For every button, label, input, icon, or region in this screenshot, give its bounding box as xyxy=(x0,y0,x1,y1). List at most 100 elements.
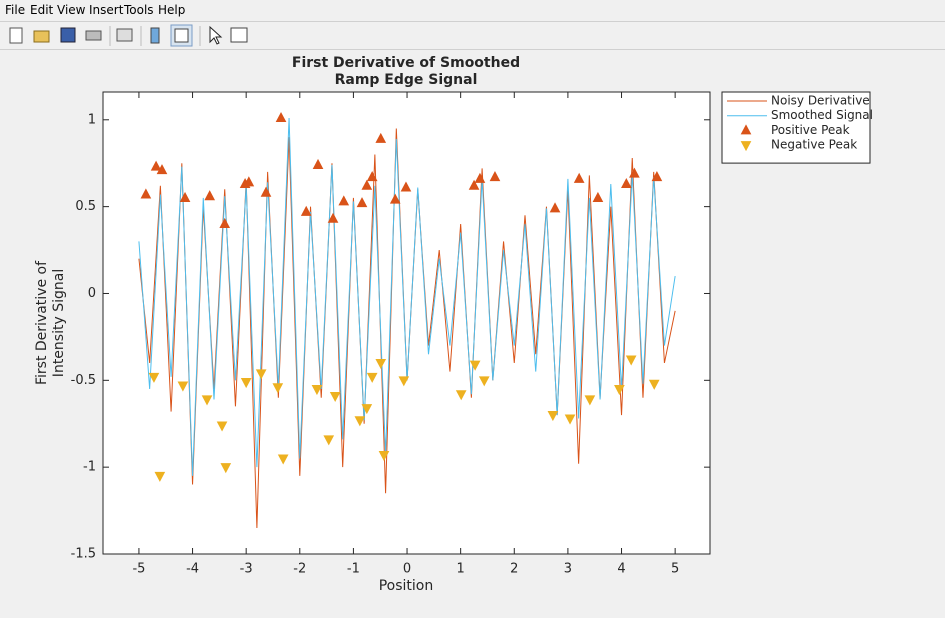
peak-marker xyxy=(549,202,561,213)
y-tick-label: 0.5 xyxy=(75,199,96,214)
x-tick-label: -5 xyxy=(132,562,145,577)
menu-item[interactable]: Help xyxy=(158,3,186,17)
chart-title: First Derivative of Smoothed xyxy=(292,55,520,71)
legend-swatch xyxy=(740,141,752,152)
peak-marker xyxy=(356,197,368,208)
legend-label: Noisy Derivative xyxy=(771,94,870,108)
peak-marker xyxy=(400,181,412,192)
peak-marker xyxy=(329,391,341,403)
legend-swatch xyxy=(740,124,752,135)
peak-marker xyxy=(177,381,189,392)
toolbar-icons xyxy=(9,24,248,47)
axes-box xyxy=(102,91,711,555)
peak-marker xyxy=(140,188,152,199)
property-icon[interactable] xyxy=(230,27,248,43)
peak-marker xyxy=(573,172,585,183)
x-tick-label: 2 xyxy=(510,562,518,577)
x-tick-label: -4 xyxy=(186,562,199,577)
peak-marker xyxy=(260,186,272,197)
y-tick-label: -0.5 xyxy=(71,373,96,388)
peak-marker xyxy=(366,171,378,182)
menu-item[interactable]: Tools xyxy=(124,3,154,17)
peak-marker xyxy=(648,379,660,390)
peak-marker xyxy=(474,172,486,183)
link-icon[interactable] xyxy=(116,28,133,42)
x-tick-label: 3 xyxy=(564,562,572,577)
x-tick-label: 5 xyxy=(671,562,679,577)
peak-marker xyxy=(150,160,162,171)
y-tick-label: -1.5 xyxy=(71,547,96,562)
print-icon[interactable] xyxy=(85,30,102,41)
peak-marker xyxy=(277,454,289,465)
peak-marker xyxy=(272,383,284,394)
peak-marker xyxy=(240,378,252,389)
new-icon[interactable] xyxy=(9,27,23,44)
peak-marker xyxy=(651,171,663,182)
menu-item[interactable]: View xyxy=(57,3,86,17)
menu-item[interactable]: Insert xyxy=(89,3,124,17)
peak-marker xyxy=(219,217,231,228)
peak-marker xyxy=(378,451,390,462)
peak-marker xyxy=(327,212,339,223)
menu-bar: File Edit View Insert Tools Help xyxy=(0,0,945,20)
legend-label: Positive Peak xyxy=(771,123,850,137)
peak-marker xyxy=(243,176,255,187)
x-tick-label: -1 xyxy=(347,562,360,577)
x-tick-label: 0 xyxy=(403,562,411,577)
peak-marker xyxy=(154,471,166,482)
x-axis-label: Position xyxy=(379,578,434,594)
save-icon[interactable] xyxy=(60,27,76,43)
peak-marker xyxy=(300,205,312,216)
peak-marker xyxy=(179,191,191,202)
legend-label: Negative Peak xyxy=(771,138,857,152)
peak-marker xyxy=(564,414,576,425)
legend-box xyxy=(721,91,871,164)
peak-marker xyxy=(255,369,267,380)
peak-marker xyxy=(389,193,401,204)
peak-marker xyxy=(156,164,168,175)
peak-marker xyxy=(375,132,387,143)
peak-marker xyxy=(312,158,324,169)
y-tick-label: -1 xyxy=(83,460,96,475)
x-tick-label: -2 xyxy=(293,562,306,577)
peak-marker xyxy=(220,463,232,474)
toolbar xyxy=(0,21,945,50)
peak-marker xyxy=(216,421,228,432)
peak-marker xyxy=(469,360,481,371)
x-tick-label: -3 xyxy=(240,562,253,577)
peak-marker xyxy=(478,376,490,387)
peak-marker xyxy=(204,190,216,201)
peak-marker xyxy=(621,177,632,189)
legend-label: Smoothed Signal xyxy=(771,108,873,122)
legend-icon xyxy=(174,28,189,43)
peak-marker xyxy=(375,358,387,370)
peak-marker xyxy=(201,395,213,406)
peak-marker xyxy=(398,376,410,387)
menu-item[interactable]: File xyxy=(5,3,26,17)
pointer-icon[interactable] xyxy=(209,25,223,45)
x-tick-label: 4 xyxy=(617,562,625,577)
peak-marker xyxy=(275,111,287,123)
peak-marker xyxy=(455,390,467,401)
peak-marker xyxy=(361,404,373,415)
peak-marker xyxy=(354,416,366,427)
chart-title: Ramp Edge Signal xyxy=(335,72,478,88)
peak-marker xyxy=(338,195,350,206)
open-icon[interactable] xyxy=(33,30,50,43)
peak-marker xyxy=(625,355,637,366)
peak-marker xyxy=(592,191,604,202)
peak-marker xyxy=(361,179,373,190)
y-axis-label: First Derivative of xyxy=(34,260,50,385)
colorbar-icon[interactable] xyxy=(150,27,160,44)
peak-marker xyxy=(468,179,480,190)
series-line xyxy=(138,118,676,476)
peak-marker xyxy=(489,171,501,182)
menu-item[interactable]: Edit xyxy=(30,3,54,17)
y-tick-label: 0 xyxy=(88,286,96,301)
peak-marker xyxy=(148,372,160,383)
peak-marker xyxy=(614,385,625,396)
plot-content xyxy=(138,111,676,528)
chart: First Derivative of Smoothed Ramp Edge S… xyxy=(34,55,873,594)
x-tick-label: 1 xyxy=(457,562,465,577)
